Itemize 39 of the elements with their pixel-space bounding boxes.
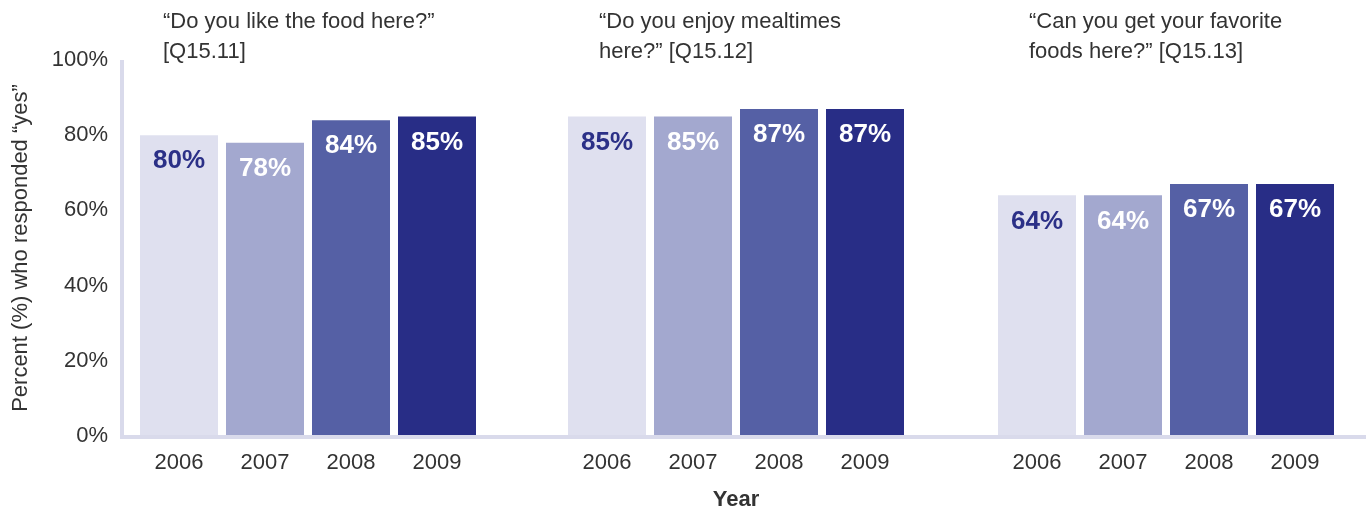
data-label: 67% (1268, 193, 1322, 224)
bar (398, 116, 476, 436)
x-tick-label: 2007 (1098, 449, 1148, 475)
data-label: 67% (1182, 193, 1236, 224)
x-tick-label: 2006 (1012, 449, 1062, 475)
x-tick-label: 2007 (668, 449, 718, 475)
data-label: 78% (238, 151, 292, 182)
x-tick-label: 2009 (840, 449, 890, 475)
data-label: 87% (752, 118, 806, 149)
data-label: 85% (580, 125, 634, 156)
chart-title: “Can you get your favorite foods here?” [Q15.13] (1029, 7, 1284, 65)
x-tick-label: 2006 (154, 449, 204, 475)
data-label: 64% (1096, 204, 1150, 235)
bar (312, 120, 390, 436)
y-tick-label: 100% (51, 46, 108, 72)
x-tick-label: 2008 (1184, 449, 1234, 475)
y-tick-label: 60% (63, 196, 108, 222)
y-tick-label: 80% (63, 121, 108, 147)
data-label: 85% (666, 125, 720, 156)
data-label: 64% (1010, 204, 1064, 235)
x-tick-label: 2008 (326, 449, 376, 475)
y-tick-label: 40% (63, 271, 108, 297)
bar (226, 142, 304, 436)
x-tick-label: 2007 (240, 449, 290, 475)
data-label: 85% (410, 125, 464, 156)
x-tick-label: 2009 (1270, 449, 1320, 475)
bar (140, 135, 218, 436)
x-tick-label: 2008 (754, 449, 804, 475)
chart-title: “Do you like the food here?” [Q15.11] (163, 7, 436, 65)
y-axis-title: Percent (%) who responded “yes” (7, 84, 33, 412)
data-label: 84% (324, 129, 378, 160)
chart-title: “Do you enjoy mealtimes here?” [Q15.12] (599, 7, 843, 65)
data-label: 87% (838, 118, 892, 149)
x-axis-title: Year (712, 486, 760, 512)
y-tick-label: 20% (63, 346, 108, 372)
x-tick-label: 2006 (582, 449, 632, 475)
data-label: 80% (152, 144, 206, 175)
y-tick-label: 0% (76, 422, 108, 448)
x-tick-label: 2009 (412, 449, 462, 475)
